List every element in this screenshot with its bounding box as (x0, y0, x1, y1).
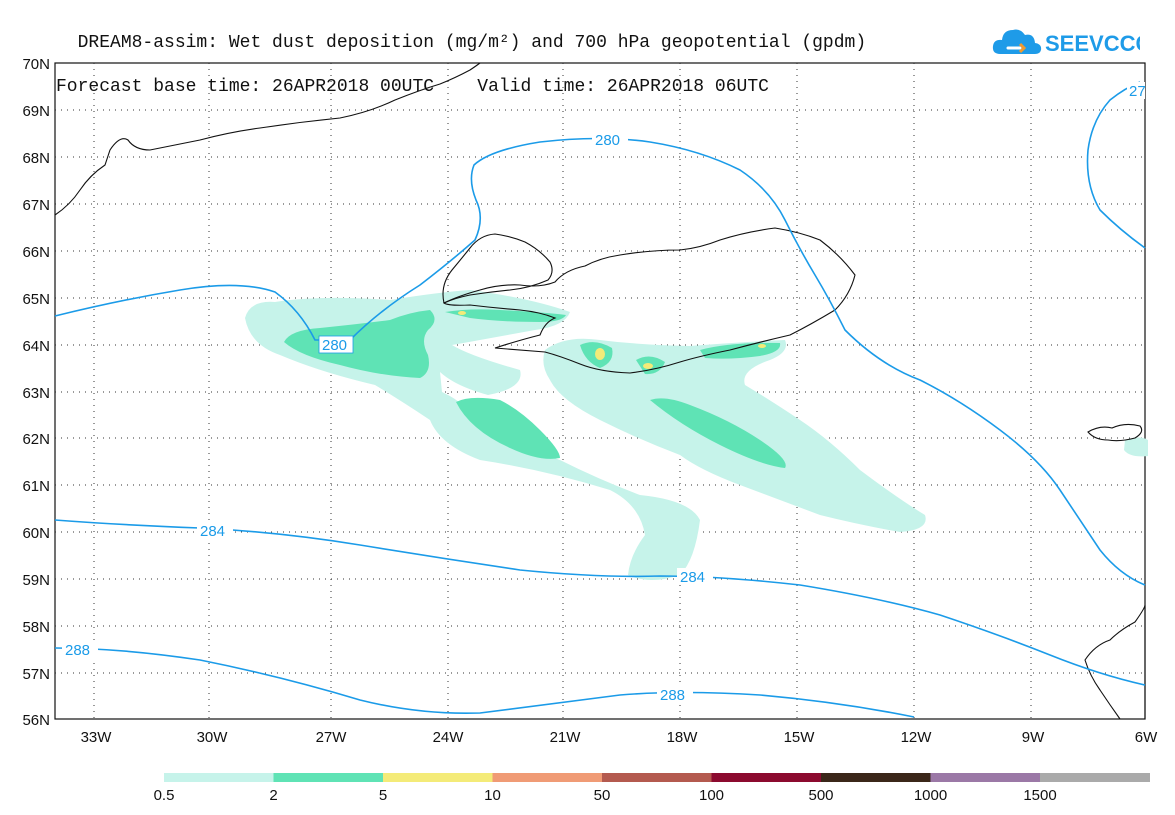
lat-label: 68N (22, 150, 50, 167)
contour-288 (54, 647, 915, 718)
longitude-labels: 33W 30W 27W 24W 21W 18W 15W 12W 9W 6W (81, 729, 1159, 746)
colorbar-label: 1500 (1023, 787, 1056, 804)
lat-label: 57N (22, 666, 50, 683)
dust-area-light-patch (1124, 437, 1148, 457)
colorbar-swatch (383, 773, 493, 782)
dust-area-high-2 (643, 363, 653, 369)
westfjords-coast (442, 233, 553, 304)
dust-area-high-3 (758, 344, 766, 348)
lat-label: 58N (22, 619, 50, 636)
contour-label: 288 (65, 642, 90, 659)
colorbar-label: 10 (484, 787, 501, 804)
colorbar-label: 100 (699, 787, 724, 804)
greenland-coast (54, 62, 481, 216)
contour-label: 288 (660, 687, 685, 704)
colorbar-swatch (164, 773, 274, 782)
title-line-2: Forecast base time: 26APR2018 00UTC Vali… (56, 77, 769, 97)
title-line-1: DREAM8-assim: Wet dust deposition (mg/m²… (77, 33, 867, 53)
lon-label: 15W (784, 729, 816, 746)
lat-label: 67N (22, 197, 50, 214)
colorbar-label: 1000 (914, 787, 947, 804)
dust-area-medium-3 (650, 398, 786, 468)
contour-27x-east (1086, 81, 1146, 249)
colorbar-swatch (273, 773, 384, 782)
scotland-coast (1084, 604, 1146, 720)
lat-label: 64N (22, 338, 50, 355)
lat-label: 63N (22, 385, 50, 402)
map-title: DREAM8-assim: Wet dust deposition (mg/m²… (56, 10, 866, 120)
cloud-logo-icon (992, 29, 1042, 54)
lat-label: 66N (22, 244, 50, 261)
contour-label: 284 (680, 569, 705, 586)
colorbar-swatch (711, 773, 822, 782)
colorbar-label: 0.5 (154, 787, 175, 804)
lon-label: 30W (197, 729, 229, 746)
map-frame (54, 62, 1146, 720)
lon-label: 33W (81, 729, 113, 746)
lon-label: 6W (1135, 729, 1158, 746)
iceland-coast (442, 227, 856, 374)
contour-284 (54, 519, 1146, 686)
lon-label: 24W (433, 729, 465, 746)
contour-280-west (54, 137, 1146, 586)
lat-label: 56N (22, 712, 50, 729)
lat-label: 69N (22, 103, 50, 120)
colorbar-label: 50 (594, 787, 611, 804)
latitude-labels: 70N 69N 68N 67N 66N 65N 64N 63N 62N 61N … (22, 56, 50, 729)
faroe-coast (1087, 423, 1143, 442)
dust-deposition-field (245, 290, 1148, 580)
lat-label: 65N (22, 291, 50, 308)
dust-area-medium-1 (284, 310, 435, 378)
gridlines (55, 63, 1145, 719)
contour-label: 280 (595, 132, 620, 149)
colorbar-swatch (1040, 773, 1150, 782)
colorbar-label: 5 (379, 787, 387, 804)
lon-label: 12W (901, 729, 933, 746)
lat-label: 61N (22, 478, 50, 495)
lon-label: 21W (550, 729, 582, 746)
lat-label: 59N (22, 572, 50, 589)
colorbar-swatch (492, 773, 603, 782)
contour-label: 280 (322, 337, 347, 354)
contour-label: 27 (1129, 83, 1146, 100)
lon-label: 18W (667, 729, 699, 746)
lat-label: 60N (22, 525, 50, 542)
contour-labels: 280 280 284 284 288 288 27 (62, 82, 1146, 704)
colorbar-swatch (821, 773, 931, 782)
colorbar-swatch (602, 773, 712, 782)
colorbar-label: 500 (808, 787, 833, 804)
dust-area-high-4 (458, 311, 466, 315)
seevccc-logo: SEEVCCC (992, 29, 1140, 56)
lat-label: 62N (22, 431, 50, 448)
lon-label: 27W (316, 729, 348, 746)
contour-label: 284 (200, 523, 225, 540)
logo-text: SEEVCCC (1045, 31, 1140, 56)
lat-label: 70N (22, 56, 50, 73)
colorbar-legend: 0.5 2 5 10 50 100 500 1000 1500 (154, 773, 1150, 804)
colorbar-swatch (930, 773, 1041, 782)
lon-label: 9W (1022, 729, 1045, 746)
coastlines (54, 62, 1146, 720)
dust-area-high-1 (595, 348, 605, 360)
colorbar-label: 2 (269, 787, 277, 804)
dust-area-medium-2 (456, 397, 560, 459)
